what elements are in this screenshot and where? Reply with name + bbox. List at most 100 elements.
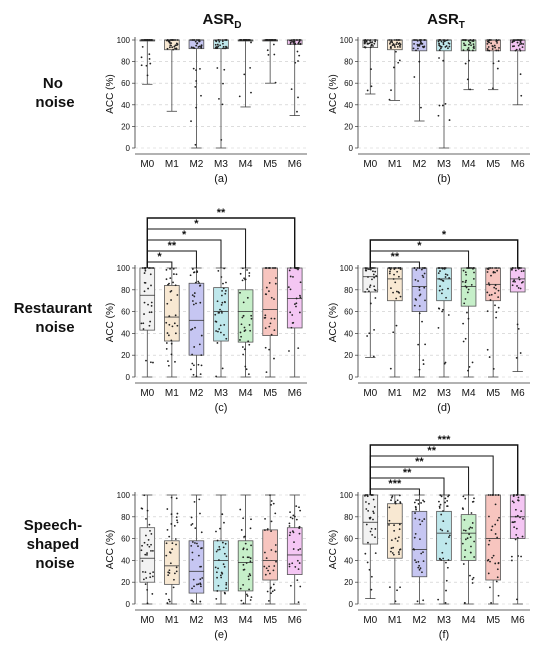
data-point	[447, 559, 450, 561]
data-point	[246, 595, 249, 597]
data-point	[219, 331, 222, 334]
data-point	[270, 520, 273, 523]
data-point	[168, 41, 171, 44]
data-point	[470, 44, 472, 47]
data-point	[146, 74, 149, 77]
data-point	[497, 296, 500, 299]
data-point	[440, 513, 443, 516]
data-point	[399, 502, 402, 504]
data-point	[250, 91, 252, 94]
x-tick-label: M6	[511, 615, 525, 626]
data-point	[196, 542, 198, 545]
x-tick-label: M4	[462, 615, 476, 626]
box-iqr	[164, 540, 180, 585]
data-point	[421, 320, 423, 323]
data-point	[216, 46, 219, 49]
data-point	[389, 550, 392, 553]
data-point	[176, 521, 179, 524]
data-point	[274, 512, 277, 515]
box-iqr	[460, 514, 477, 561]
data-point	[413, 536, 416, 539]
data-point	[264, 573, 267, 576]
data-point	[521, 46, 524, 48]
data-point	[191, 551, 194, 554]
x-tick-label: M0	[363, 388, 377, 399]
data-point	[263, 565, 266, 568]
data-point	[197, 280, 200, 283]
data-point	[270, 500, 273, 502]
data-point	[412, 47, 415, 50]
data-point	[439, 45, 441, 47]
data-point	[225, 587, 228, 590]
data-point	[225, 582, 228, 584]
data-point	[248, 275, 251, 277]
data-point	[193, 47, 196, 49]
x-tick-label: M5	[263, 159, 277, 170]
box-M6	[509, 267, 526, 372]
data-point	[243, 326, 246, 329]
data-point	[149, 320, 152, 323]
data-point	[464, 298, 467, 300]
data-point	[198, 282, 201, 284]
data-point	[268, 565, 270, 568]
data-point	[365, 523, 368, 526]
data-point	[370, 85, 373, 88]
data-point	[488, 284, 491, 286]
data-point	[463, 602, 466, 604]
data-point	[190, 368, 192, 371]
data-point	[445, 45, 448, 47]
data-point	[217, 330, 219, 333]
data-point	[291, 517, 294, 520]
data-point	[292, 531, 295, 534]
y-tick-label: 0	[126, 600, 131, 609]
data-point	[174, 44, 177, 47]
box-M4	[237, 494, 254, 605]
data-point	[366, 495, 369, 498]
data-point	[140, 64, 143, 67]
data-point	[374, 40, 377, 43]
data-point	[146, 554, 148, 556]
data-point	[494, 533, 497, 535]
data-point	[419, 523, 422, 526]
data-point	[424, 267, 427, 269]
significance-M0-M2: ***	[369, 478, 420, 495]
data-point	[192, 67, 195, 70]
column-header-left: ASRD	[203, 11, 242, 31]
data-point	[289, 43, 292, 45]
data-point	[371, 41, 374, 43]
data-point	[147, 303, 149, 306]
data-point	[470, 545, 472, 548]
data-point	[242, 39, 245, 41]
data-point	[390, 47, 392, 49]
data-point	[170, 496, 173, 499]
data-point	[239, 508, 242, 511]
data-point	[399, 295, 402, 298]
data-point	[416, 43, 419, 46]
data-point	[195, 302, 197, 305]
x-tick-label: M1	[165, 159, 179, 170]
data-point	[268, 282, 271, 284]
data-point	[373, 276, 376, 279]
data-point	[142, 322, 145, 325]
data-point	[472, 45, 475, 48]
data-point	[398, 523, 401, 526]
data-point	[439, 285, 441, 288]
data-point	[152, 549, 154, 552]
data-point	[298, 532, 301, 535]
y-tick-label: 0	[349, 144, 354, 153]
significance-label: **	[415, 456, 424, 468]
data-point	[150, 533, 153, 535]
y-tick-label: 100	[340, 36, 354, 45]
data-point	[514, 267, 517, 269]
data-point	[265, 39, 268, 41]
data-point	[295, 505, 298, 507]
data-point	[516, 598, 518, 601]
data-point	[142, 578, 145, 581]
data-point	[364, 552, 367, 555]
data-point	[397, 291, 400, 293]
data-point	[250, 596, 253, 599]
box-M5	[485, 39, 501, 91]
data-point	[372, 512, 375, 515]
data-point	[200, 44, 203, 47]
data-point	[268, 290, 270, 293]
